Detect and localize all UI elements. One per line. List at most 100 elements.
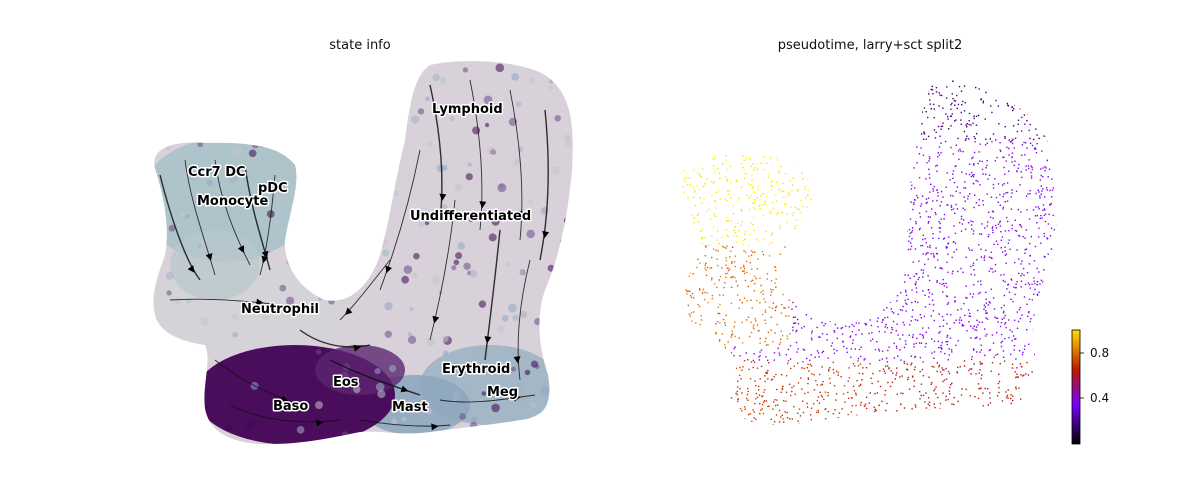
pseudotime-point [935,131,937,133]
pseudotime-point [767,126,769,129]
pseudotime-point [942,196,944,198]
pseudotime-point [1020,402,1023,404]
pseudotime-point [1024,345,1026,347]
pseudotime-point [779,188,781,190]
pseudotime-point [872,338,874,340]
pseudotime-point [898,284,900,286]
pseudotime-point [740,186,742,188]
pseudotime-point [827,127,829,129]
pseudotime-point [756,98,758,100]
pseudotime-point [930,253,932,255]
pseudotime-point [1045,135,1047,137]
pseudotime-point [979,233,981,235]
pseudotime-point [1019,184,1021,186]
pseudotime-point [845,133,847,135]
pseudotime-point [1019,224,1021,226]
pseudotime-point [973,163,975,165]
pseudotime-point [734,255,737,257]
cell-point [170,74,176,80]
pseudotime-point [940,152,942,154]
pseudotime-point [755,277,758,280]
pseudotime-point [977,162,979,165]
cell-point [339,371,349,381]
pseudotime-point [795,298,798,301]
pseudotime-point [691,94,693,96]
pseudotime-point [1040,214,1042,217]
pseudotime-point [997,223,1000,225]
pseudotime-point [769,157,772,159]
pseudotime-point [723,150,725,153]
pseudotime-point [955,248,958,251]
cell-point [393,190,400,196]
pseudotime-point [985,167,987,169]
pseudotime-point [730,197,732,199]
pseudotime-point [930,383,932,385]
cell-point [381,248,390,257]
pseudotime-point [1033,280,1035,282]
pseudotime-point [717,104,720,106]
pseudotime-point [803,261,806,263]
pseudotime-point [869,127,871,129]
pseudotime-point [936,281,938,283]
pseudotime-point [855,176,857,179]
pseudotime-point [1010,196,1012,198]
pseudotime-point [747,183,750,185]
pseudotime-point [786,107,788,110]
pseudotime-point [777,347,779,349]
pseudotime-point [986,225,988,227]
pseudotime-point [684,228,687,230]
streamline [509,89,523,241]
pseudotime-point [787,426,788,427]
cell-point [455,252,463,260]
pseudotime-point [985,411,987,413]
pseudotime-point [844,194,846,196]
pseudotime-point [807,378,810,380]
pseudotime-point [744,251,747,253]
pseudotime-point [736,419,738,421]
pseudotime-point [743,297,746,299]
pseudotime-point [988,301,990,303]
pseudotime-point [982,407,984,409]
pseudotime-point [980,283,982,286]
pseudotime-point [1028,428,1029,429]
pseudotime-point [702,359,705,362]
pseudotime-point [789,333,791,335]
pseudotime-point [704,255,706,257]
pseudotime-point [1037,303,1039,306]
pseudotime-point [869,424,871,426]
pseudotime-point [724,344,726,346]
pseudotime-point [958,322,961,324]
pseudotime-point [1030,398,1032,401]
pseudotime-point [814,430,815,431]
pseudotime-point [961,223,964,225]
pseudotime-point [718,347,720,350]
pseudotime-point [1023,374,1025,376]
pseudotime-point [1036,284,1038,286]
pseudotime-point [946,286,948,288]
pseudotime-point [816,86,818,88]
pseudotime-point [743,265,745,268]
cell-point [401,416,407,422]
pseudotime-point [872,191,874,193]
pseudotime-point [716,320,719,323]
pseudotime-point [1024,428,1025,429]
pseudotime-point [780,416,782,418]
pseudotime-point [688,313,691,315]
pseudotime-point [1008,230,1010,232]
pseudotime-point [933,103,935,106]
pseudotime-point [891,311,893,313]
pseudotime-point [1059,313,1060,314]
pseudotime-point [990,105,992,107]
pseudotime-point [801,388,803,390]
pseudotime-point [1058,392,1059,393]
pseudotime-point [690,295,692,297]
pseudotime-point [975,133,978,135]
pseudotime-point [748,197,750,199]
pseudotime-point [881,400,883,403]
pseudotime-point [922,394,925,397]
pseudotime-point [726,272,729,274]
pseudotime-point [976,319,978,321]
pseudotime-point [716,286,718,289]
pseudotime-point [1045,326,1047,328]
pseudotime-point [993,356,995,359]
